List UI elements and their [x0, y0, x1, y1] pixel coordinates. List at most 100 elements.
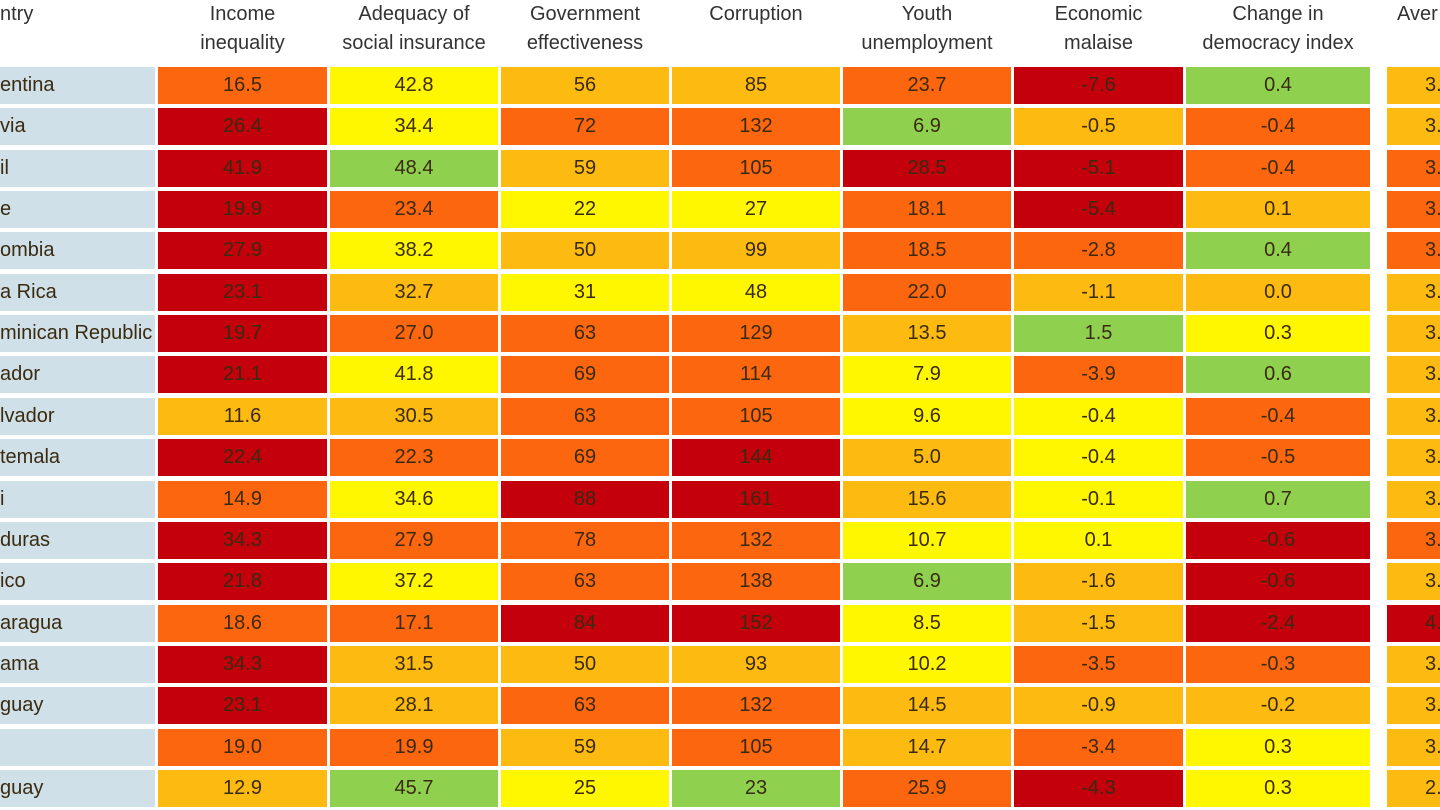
- value-cell: 3.: [1387, 521, 1440, 559]
- value-cell: -0.4: [1014, 439, 1183, 477]
- country-cell: i: [0, 480, 155, 518]
- header-line: Change in: [1232, 3, 1324, 25]
- value-cell: 129: [672, 315, 840, 353]
- value-cell: -7.6: [1014, 67, 1183, 104]
- value-cell: 3.: [1387, 439, 1440, 477]
- value-cell: 37.2: [330, 563, 498, 601]
- value-cell: 18.6: [158, 604, 327, 642]
- value-cell: 3.: [1387, 108, 1440, 146]
- value-cell: 34.3: [158, 521, 327, 559]
- header-line: Corruption: [709, 3, 803, 25]
- value-cell: 63: [501, 563, 669, 601]
- country-cell: entina: [0, 67, 155, 104]
- value-cell: 161: [672, 480, 840, 518]
- value-cell: 93: [672, 645, 840, 683]
- value-cell: -0.9: [1014, 687, 1183, 725]
- country-cell: e: [0, 191, 155, 229]
- column-header: Income inequality: [158, 0, 327, 60]
- value-cell: 31: [501, 273, 669, 311]
- value-cell: 13.5: [843, 315, 1011, 353]
- value-cell: -2.8: [1014, 232, 1183, 270]
- value-cell: 27: [672, 191, 840, 229]
- column-header: Change in democracy index: [1186, 0, 1370, 60]
- value-cell: 34.6: [330, 480, 498, 518]
- value-cell: 105: [672, 728, 840, 766]
- header-line: unemployment: [861, 32, 993, 54]
- value-cell: -1.6: [1014, 563, 1183, 601]
- country-cell: il: [0, 149, 155, 187]
- value-cell: -0.6: [1186, 521, 1370, 559]
- value-cell: 16.5: [158, 67, 327, 104]
- value-cell: 5.0: [843, 439, 1011, 477]
- value-cell: 19.9: [158, 191, 327, 229]
- value-cell: 144: [672, 439, 840, 477]
- value-cell: 45.7: [330, 769, 498, 807]
- country-cell: lvador: [0, 397, 155, 435]
- value-cell: 27.0: [330, 315, 498, 353]
- value-cell: 3.: [1387, 728, 1440, 766]
- country-cell: duras: [0, 521, 155, 559]
- column-header: Government effectiveness: [501, 0, 669, 60]
- value-cell: 48: [672, 273, 840, 311]
- value-cell: 3.: [1387, 645, 1440, 683]
- value-cell: -0.1: [1014, 480, 1183, 518]
- value-cell: 22.4: [158, 439, 327, 477]
- value-cell: 56: [501, 67, 669, 104]
- country-cell: aragua: [0, 604, 155, 642]
- value-cell: 4.: [1387, 604, 1440, 642]
- value-cell: -3.9: [1014, 356, 1183, 394]
- value-cell: 10.7: [843, 521, 1011, 559]
- value-cell: 69: [501, 439, 669, 477]
- column-header: Youth unemployment: [843, 0, 1011, 60]
- value-cell: -4.3: [1014, 769, 1183, 807]
- value-cell: 32.7: [330, 273, 498, 311]
- value-cell: 88: [501, 480, 669, 518]
- value-cell: 59: [501, 149, 669, 187]
- value-cell: 6.9: [843, 563, 1011, 601]
- value-cell: -2.4: [1186, 604, 1370, 642]
- value-cell: 3.: [1387, 149, 1440, 187]
- value-cell: 69: [501, 356, 669, 394]
- column-header: Aver: [1387, 0, 1440, 60]
- header-line: inequality: [200, 32, 285, 54]
- value-cell: 99: [672, 232, 840, 270]
- value-cell: 23.4: [330, 191, 498, 229]
- value-cell: 25: [501, 769, 669, 807]
- value-cell: 23.7: [843, 67, 1011, 104]
- value-cell: 105: [672, 149, 840, 187]
- value-cell: 0.7: [1186, 480, 1370, 518]
- header-line: Youth: [901, 3, 953, 25]
- value-cell: 0.3: [1186, 769, 1370, 807]
- value-cell: 59: [501, 728, 669, 766]
- value-cell: 21.8: [158, 563, 327, 601]
- country-cell: ombia: [0, 232, 155, 270]
- value-cell: 31.5: [330, 645, 498, 683]
- header-line: ntry: [0, 3, 34, 25]
- value-cell: 27.9: [330, 521, 498, 559]
- value-cell: -3.4: [1014, 728, 1183, 766]
- value-cell: 15.6: [843, 480, 1011, 518]
- header-line: Economic: [1054, 3, 1143, 25]
- country-cell: a Rica: [0, 273, 155, 311]
- country-cell: temala: [0, 439, 155, 477]
- value-cell: 23.1: [158, 273, 327, 311]
- value-cell: -0.5: [1014, 108, 1183, 146]
- value-cell: 30.5: [330, 397, 498, 435]
- value-cell: 23.1: [158, 687, 327, 725]
- column-header: Economic malaise: [1014, 0, 1183, 60]
- header-line: Adequacy of: [358, 3, 470, 25]
- value-cell: 14.7: [843, 728, 1011, 766]
- country-cell: ico: [0, 563, 155, 601]
- value-cell: 132: [672, 521, 840, 559]
- column-header: Corruption: [672, 0, 840, 60]
- value-cell: 10.2: [843, 645, 1011, 683]
- value-cell: -0.4: [1186, 108, 1370, 146]
- country-cell: ador: [0, 356, 155, 394]
- value-cell: -1.1: [1014, 273, 1183, 311]
- value-cell: -0.4: [1014, 397, 1183, 435]
- value-cell: 132: [672, 687, 840, 725]
- value-cell: 38.2: [330, 232, 498, 270]
- value-cell: 41.9: [158, 149, 327, 187]
- value-cell: 19.7: [158, 315, 327, 353]
- value-cell: 41.8: [330, 356, 498, 394]
